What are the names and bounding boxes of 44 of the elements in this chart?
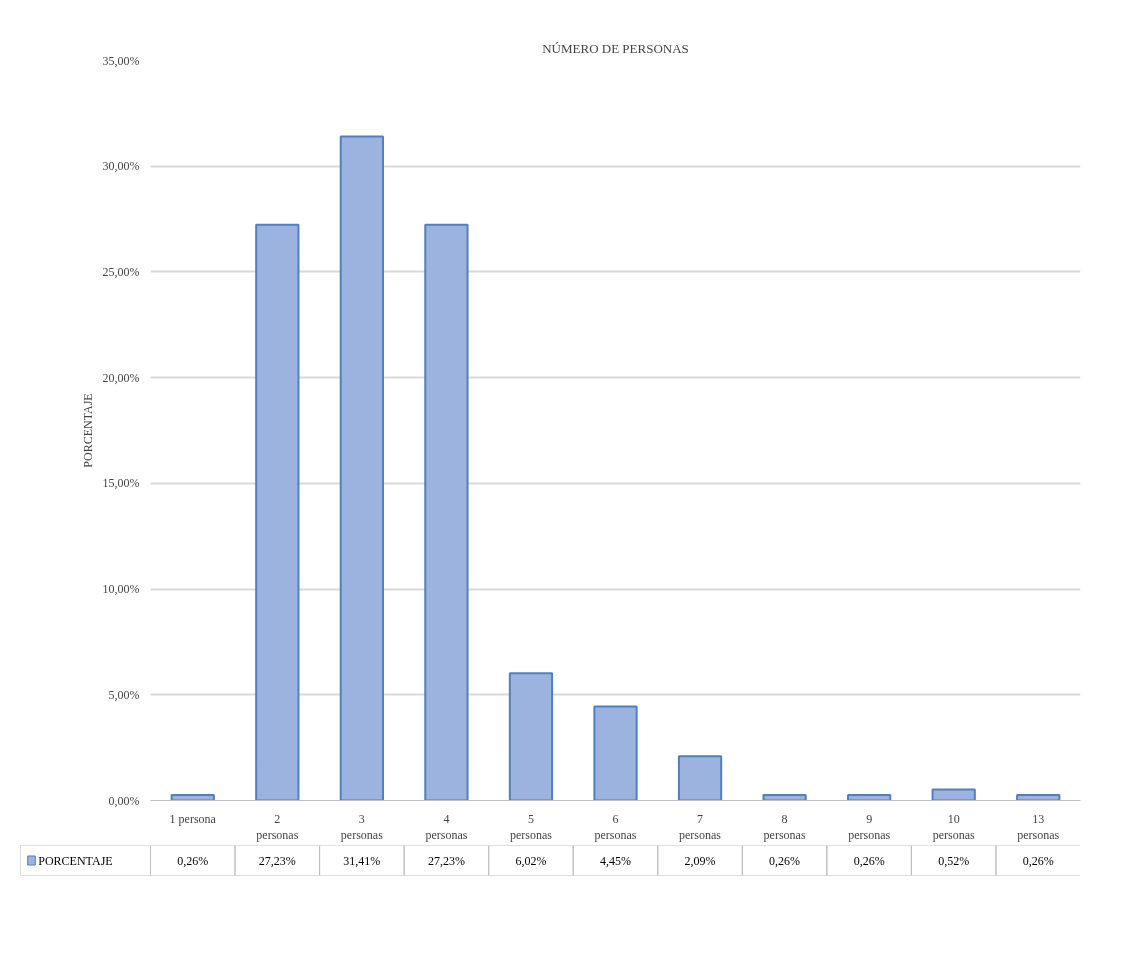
- text: 31,41%: [343, 853, 381, 868]
- text: 27,23%: [427, 853, 465, 868]
- y-tick-label: 20,00%: [102, 370, 140, 385]
- bar: [339, 135, 384, 801]
- bar: [677, 755, 723, 801]
- x-tick-label: 8 personas: [763, 811, 806, 843]
- x-tick-label: 4 personas: [425, 811, 468, 843]
- x-tick-label: 10 personas: [932, 811, 976, 843]
- y-tick-label: 35,00%: [102, 53, 140, 68]
- bar: [424, 223, 469, 801]
- bar: [931, 788, 976, 801]
- text: 2,09%: [684, 853, 716, 868]
- y-tick-label: 15,00%: [102, 476, 140, 491]
- x-tick-label: 6 personas: [594, 811, 637, 843]
- y-tick-label: 0,00%: [108, 793, 140, 808]
- bar: [762, 794, 807, 801]
- bar: [508, 672, 554, 801]
- text: 6,02%: [515, 853, 547, 868]
- text: 0,52%: [938, 853, 970, 868]
- bar: [847, 794, 892, 801]
- x-tick-label: 5 personas: [509, 811, 553, 843]
- x-tick-label: 9 personas: [848, 811, 891, 843]
- text: 4,45%: [600, 853, 631, 868]
- bar: [1016, 794, 1061, 801]
- chart-title: NÚMERO DE PERSONAS: [542, 40, 689, 56]
- x-tick-label: 13 personas: [1017, 811, 1060, 843]
- x-tick-label: 7 personas: [679, 811, 722, 843]
- x-tick-label: 2 personas: [256, 811, 299, 843]
- text: 27,23%: [258, 853, 296, 868]
- y-tick-label: 30,00%: [102, 159, 140, 174]
- y-axis-title: PORCENTAJE: [80, 393, 95, 468]
- y-tick-label: 10,00%: [102, 582, 140, 597]
- x-tick-label: 3 personas: [340, 811, 384, 843]
- x-tick-label: 1 persona: [169, 811, 217, 826]
- text: 0,26%: [1022, 853, 1054, 868]
- text: 0,26%: [769, 853, 801, 868]
- bar: [170, 794, 215, 801]
- y-tick-label: 25,00%: [102, 264, 140, 279]
- y-tick-label: 5,00%: [108, 687, 140, 702]
- text: 0,26%: [177, 853, 209, 868]
- bar: [255, 223, 300, 801]
- legend-label: PORCENTAJE: [38, 853, 113, 868]
- bar: [593, 705, 638, 801]
- text: 0,26%: [853, 853, 885, 868]
